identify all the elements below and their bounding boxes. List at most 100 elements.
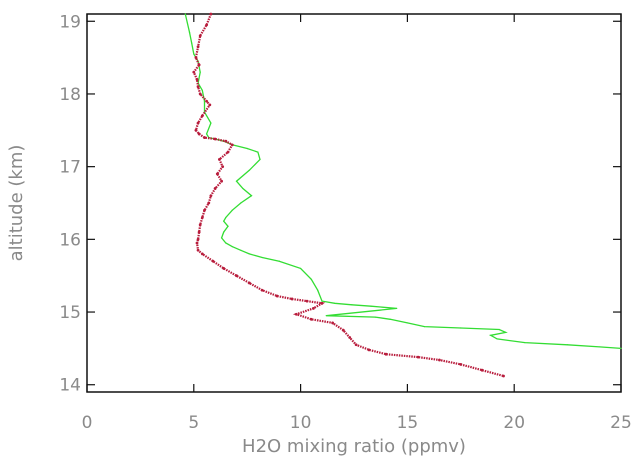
data-point <box>196 237 200 241</box>
data-point <box>226 150 230 154</box>
data-point <box>205 23 209 27</box>
data-point <box>374 316 376 318</box>
data-point <box>231 246 233 248</box>
data-point <box>196 45 200 49</box>
x-tick-labels: 0 5 10 15 20 25 <box>82 413 632 433</box>
data-point <box>490 334 492 336</box>
series-line <box>184 13 622 350</box>
y-axis-title: altitude (km) <box>6 145 27 262</box>
x-axis-title: H2O mixing ratio (ppmv) <box>242 436 466 457</box>
data-point <box>195 241 199 245</box>
data-point <box>321 300 323 302</box>
data-point <box>201 89 203 91</box>
data-point <box>599 346 601 348</box>
data-point <box>227 225 229 227</box>
data-point <box>223 220 225 222</box>
data-point <box>197 63 201 67</box>
data-point <box>221 165 225 169</box>
data-point <box>206 133 208 135</box>
data-point <box>211 259 215 263</box>
data-point <box>235 274 238 278</box>
data-point <box>247 281 251 285</box>
data-point <box>223 231 225 233</box>
data-point <box>317 289 319 291</box>
y-tick-label: 14 <box>59 376 81 396</box>
data-point <box>203 100 206 102</box>
plot-frame <box>86 13 622 393</box>
data-point <box>191 42 193 44</box>
data-point <box>248 253 250 255</box>
data-point <box>312 307 315 310</box>
data-point <box>220 237 223 239</box>
data-point <box>620 347 622 349</box>
y-tick-label: 19 <box>59 12 81 32</box>
data-point <box>194 128 198 132</box>
data-point <box>197 230 201 234</box>
data-point <box>196 248 200 252</box>
data-point <box>235 180 238 182</box>
data-point <box>309 317 313 321</box>
data-point <box>498 328 500 331</box>
x-tick-label: 5 <box>188 413 199 433</box>
data-point <box>334 302 336 304</box>
data-point <box>423 325 426 328</box>
data-point <box>213 137 217 141</box>
data-point <box>215 172 219 176</box>
red-profile-series <box>192 12 505 378</box>
data-point <box>200 216 204 219</box>
data-point <box>567 344 569 346</box>
data-point <box>198 92 202 96</box>
data-point <box>246 147 248 150</box>
data-point <box>259 158 261 160</box>
series-trace <box>192 13 504 378</box>
y-tick-label: 18 <box>59 85 81 105</box>
data-point <box>203 136 206 139</box>
data-point <box>207 201 211 205</box>
data-point <box>200 252 204 256</box>
data-point <box>275 294 279 298</box>
data-point <box>396 307 398 310</box>
green-profile-series <box>184 13 622 350</box>
data-point <box>325 315 327 317</box>
data-point <box>209 12 213 16</box>
data-point <box>240 202 242 204</box>
data-point <box>370 305 372 307</box>
data-point <box>459 362 463 366</box>
series-layer <box>184 12 622 378</box>
data-point <box>351 304 353 306</box>
data-point <box>198 34 202 38</box>
data-point <box>260 288 264 292</box>
data-point <box>261 256 263 259</box>
data-point <box>196 85 200 89</box>
data-point <box>384 352 388 356</box>
x-tick-label: 20 <box>503 413 525 433</box>
data-point <box>248 169 250 171</box>
data-point <box>320 301 324 305</box>
y-tick-label: 17 <box>59 158 81 178</box>
data-point <box>505 331 507 333</box>
data-point <box>197 132 201 136</box>
data-point <box>354 343 358 347</box>
data-point <box>305 299 309 303</box>
data-point <box>224 139 228 143</box>
data-point <box>225 242 227 244</box>
data-point <box>210 122 212 124</box>
data-point <box>240 249 242 251</box>
data-point <box>367 348 371 352</box>
data-point <box>195 78 199 81</box>
data-point <box>222 267 226 270</box>
data-point <box>348 336 352 339</box>
data-point <box>205 99 209 103</box>
data-point <box>389 318 391 320</box>
data-point <box>218 157 221 161</box>
data-point <box>331 321 335 325</box>
axis-ticks <box>86 14 622 392</box>
data-point <box>209 194 213 198</box>
x-tick-label: 15 <box>397 413 419 433</box>
data-point <box>438 358 441 362</box>
data-point <box>220 179 223 183</box>
x-tick-label: 10 <box>290 413 312 433</box>
data-point <box>341 328 345 332</box>
data-point <box>225 216 227 219</box>
